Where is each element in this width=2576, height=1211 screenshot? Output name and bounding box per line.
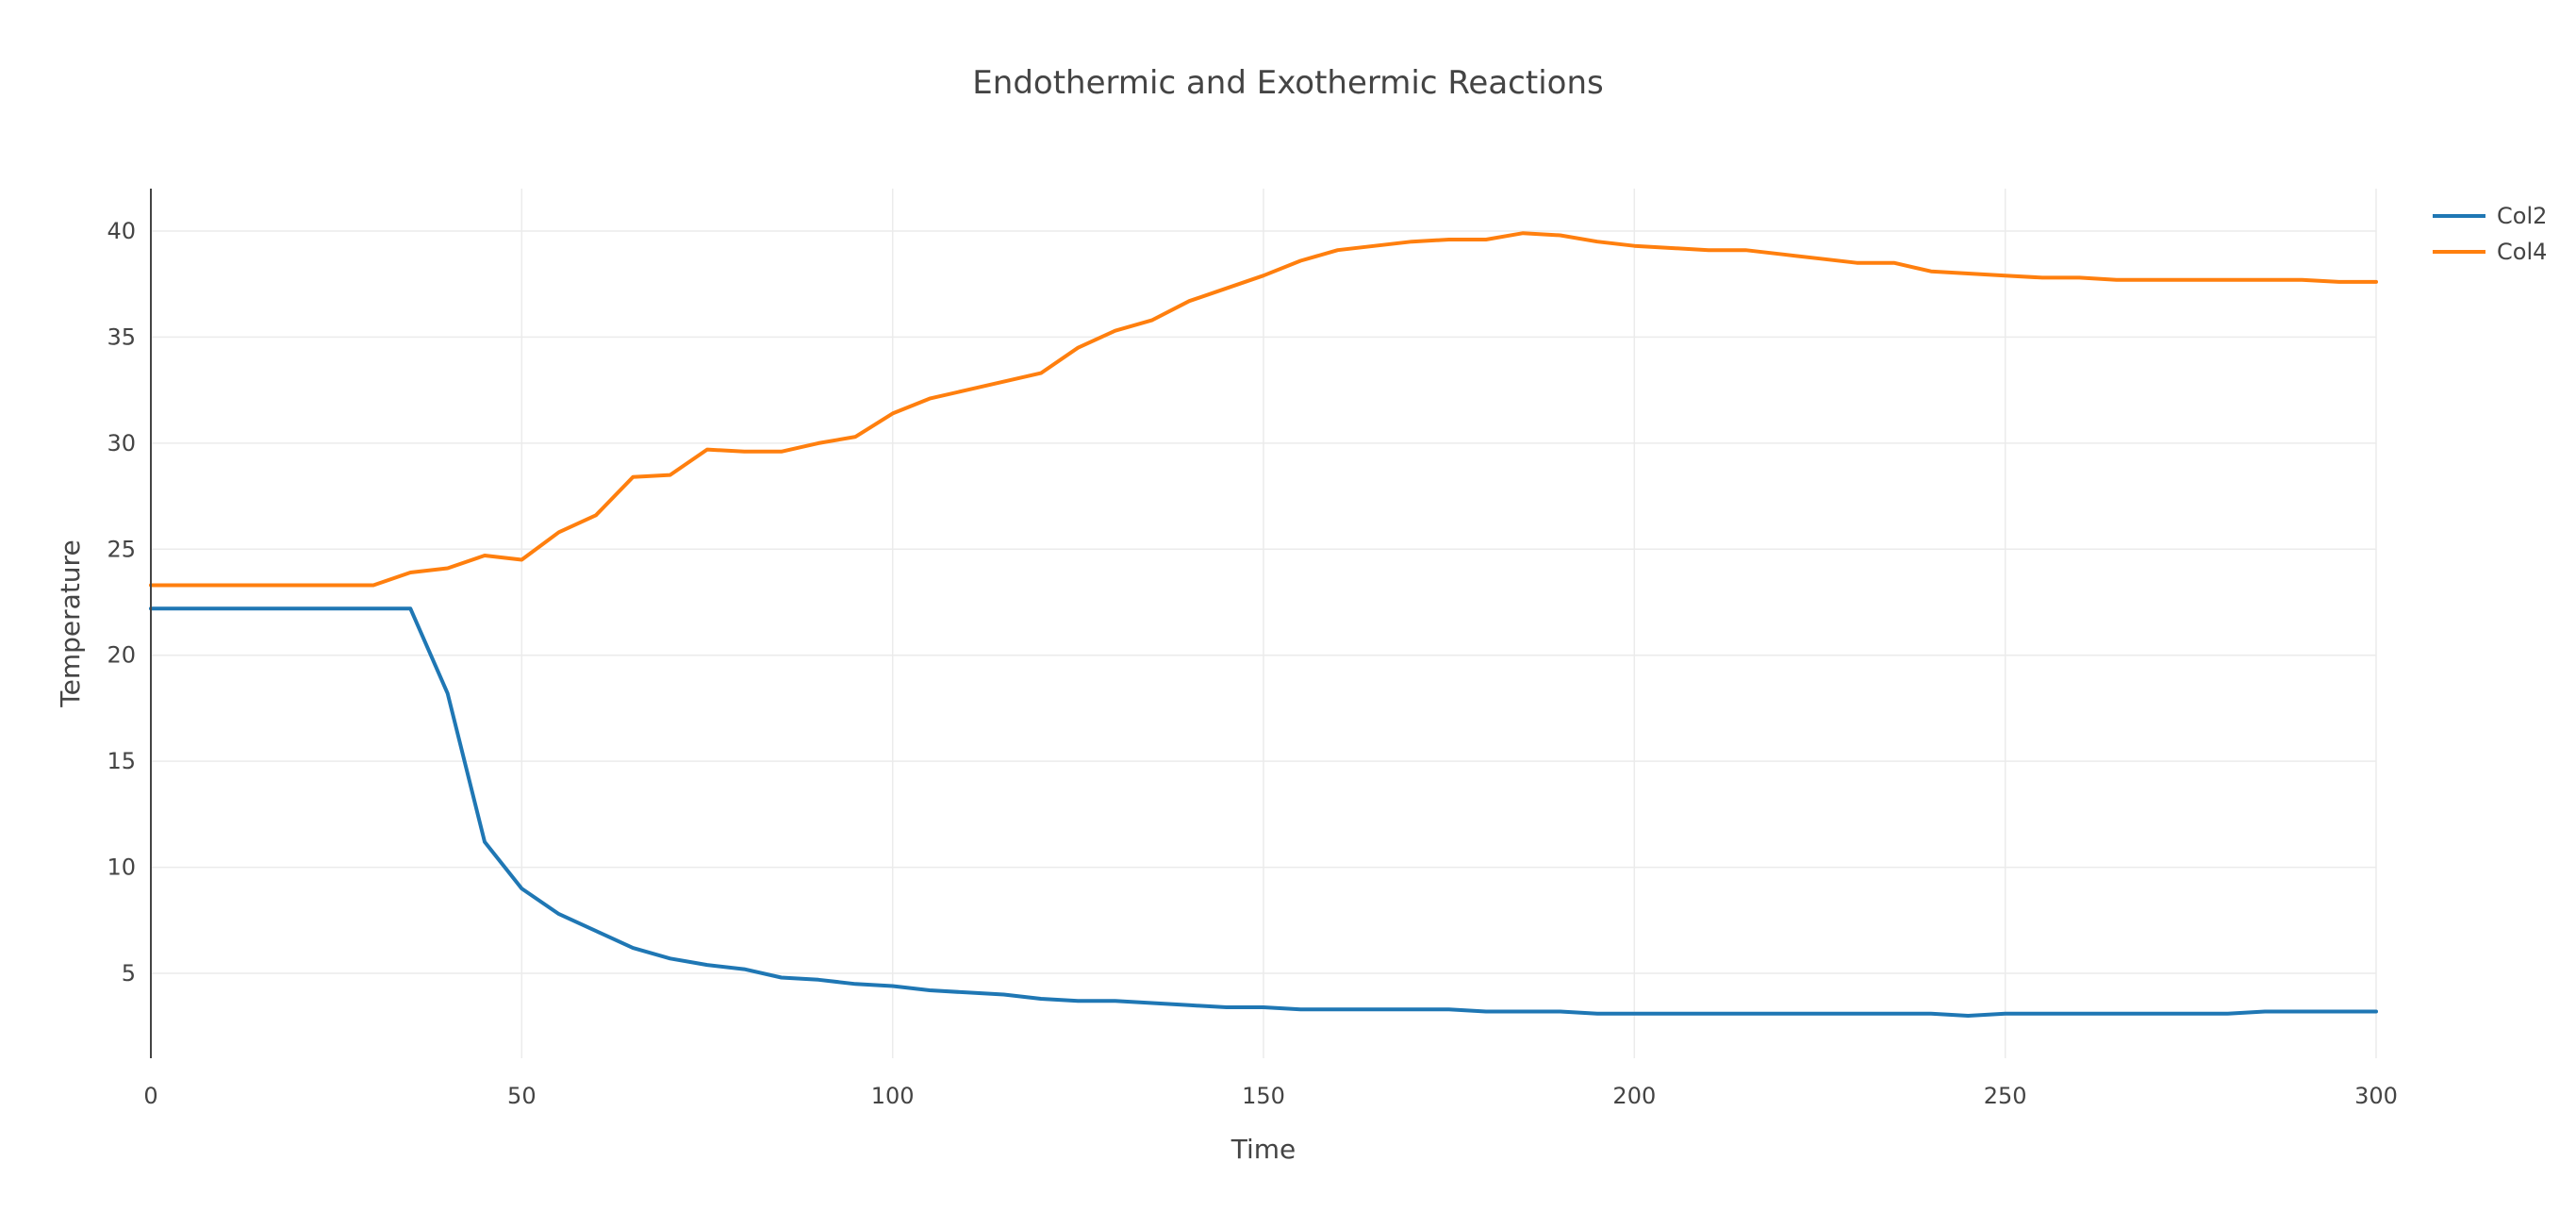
legend-label: Col4 xyxy=(2497,239,2547,265)
grid-layer xyxy=(151,189,2377,1058)
legend-item-col2[interactable]: Col2 xyxy=(2433,203,2547,229)
legend-label: Col2 xyxy=(2497,203,2547,229)
y-tick-label: 10 xyxy=(107,854,136,881)
y-tick-labels: 5 10 15 20 25 30 35 40 xyxy=(107,218,136,987)
legend[interactable]: Col2 Col4 xyxy=(2433,203,2547,265)
y-tick-label: 20 xyxy=(107,642,136,669)
y-tick-label: 35 xyxy=(107,323,136,350)
x-tick-label: 250 xyxy=(1984,1083,2027,1109)
x-tick-label: 200 xyxy=(1612,1083,1656,1109)
y-tick-label: 30 xyxy=(107,430,136,456)
y-tick-label: 5 xyxy=(122,960,136,987)
series-line-col2 xyxy=(149,606,2378,1018)
legend-item-col4[interactable]: Col4 xyxy=(2433,239,2547,265)
y-tick-label: 15 xyxy=(107,748,136,774)
series-line-col4 xyxy=(149,231,2378,588)
x-tick-label: 150 xyxy=(1242,1083,1285,1109)
chart-title: Endothermic and Exothermic Reactions xyxy=(972,64,1603,102)
x-tick-label: 0 xyxy=(143,1083,157,1109)
x-tick-label: 50 xyxy=(507,1083,537,1109)
y-tick-label: 40 xyxy=(107,218,136,244)
y-tick-label: 25 xyxy=(107,536,136,562)
series-layer xyxy=(149,231,2378,1018)
x-tick-label: 300 xyxy=(2354,1083,2398,1109)
y-axis-title: Temperature xyxy=(55,539,86,707)
x-axis-title: Time xyxy=(1230,1134,1296,1165)
x-tick-label: 100 xyxy=(871,1083,915,1109)
x-tick-labels: 0 50 100 150 200 250 300 xyxy=(143,1083,2398,1109)
